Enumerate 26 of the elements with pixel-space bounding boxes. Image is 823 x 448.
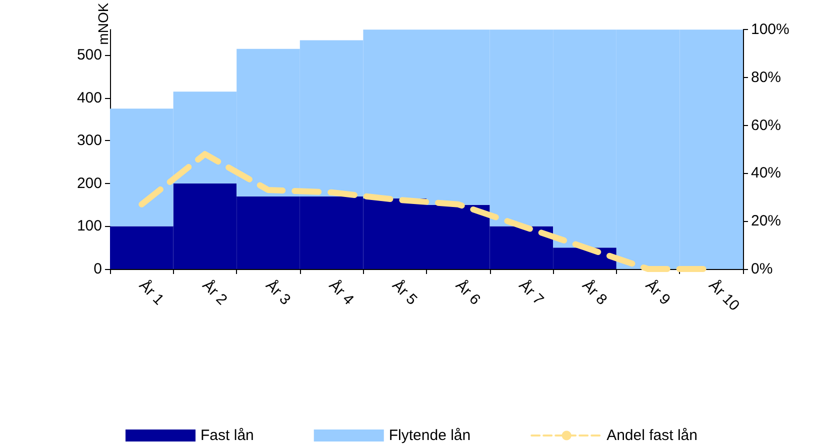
y2-tick-label: 80% [751, 68, 782, 86]
x-tick-label: År 8 [578, 276, 611, 308]
y2-tick-label: 100% [751, 21, 790, 38]
x-tick-label: År 1 [136, 276, 168, 308]
x-tick-label: År 4 [326, 276, 358, 308]
y-tick-label: 300 [76, 132, 102, 150]
x-tick-label: År 5 [388, 276, 421, 308]
y2-tick-label: 0% [751, 260, 773, 278]
y-tick-label: 400 [76, 89, 102, 106]
x-tick-label: År 7 [515, 276, 548, 308]
y-tick-label: 100 [76, 218, 102, 235]
x-tick-label: År 3 [262, 276, 294, 308]
y2-tick-label: 20% [751, 212, 782, 230]
x-tick-label: År 9 [642, 276, 674, 308]
legend-label: Andel fast lån [606, 427, 698, 444]
y-tick-label: 500 [76, 46, 102, 64]
y-axis-title: mNOK [95, 2, 111, 45]
legend-label: Flytende lån [388, 427, 471, 444]
legend-label: Fast lån [200, 427, 254, 444]
x-tick-label: År 2 [198, 276, 232, 308]
x-tick-label: År 10 [705, 276, 744, 314]
y-tick-label: 0 [94, 260, 102, 278]
y-tick-label: 200 [76, 174, 102, 192]
x-tick-label: År 6 [452, 276, 484, 308]
y2-tick-label: 40% [751, 164, 782, 182]
y2-tick-label: 60% [751, 116, 782, 134]
